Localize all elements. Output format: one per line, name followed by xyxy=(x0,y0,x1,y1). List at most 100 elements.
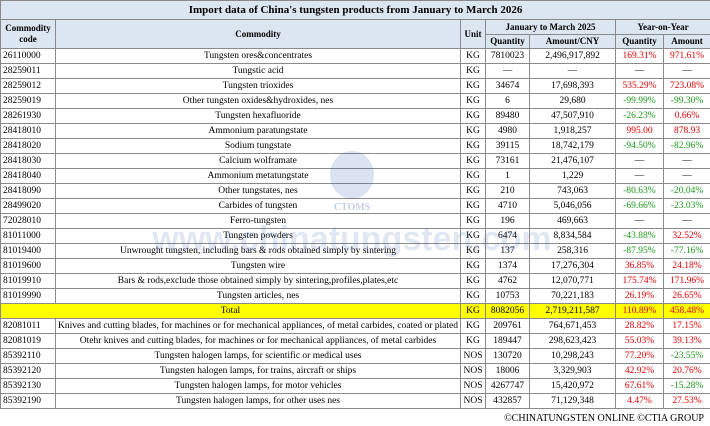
commodity: Tungsten halogen lamps, for scientific o… xyxy=(55,348,461,364)
table-row: 28418090 Other tungstates, nes KG 210 743,06… xyxy=(0,183,710,199)
amount: 469,663 xyxy=(529,213,616,229)
quantity: 432857 xyxy=(485,393,530,409)
header-unit: Unit xyxy=(460,19,486,49)
code: 81011000 xyxy=(0,228,56,244)
quantity: 189447 xyxy=(485,333,530,349)
table-row: 28418020 Sodium tungstate KG 39115 18,742,17… xyxy=(0,138,710,154)
unit: KG xyxy=(460,213,486,229)
yoy-quantity: 4.47% xyxy=(615,393,664,409)
unit: KG xyxy=(460,288,486,304)
table-row: 72028010 Ferro-tungsten KG 196 469,663— — xyxy=(0,213,710,229)
yoy-amount: — xyxy=(662,153,710,169)
yoy-quantity: 67.61% xyxy=(615,378,664,394)
quantity: 6474 xyxy=(485,228,530,244)
commodity: Calcium wolframate xyxy=(55,153,461,169)
amount: 18,742,179 xyxy=(529,138,616,154)
table-row: 82081019 Otehr knives and cutting blades,… xyxy=(0,333,710,349)
unit: KG xyxy=(460,123,486,139)
unit: NOS xyxy=(460,378,486,394)
quantity: 73161 xyxy=(485,153,530,169)
yoy-quantity: -43.88% xyxy=(615,228,664,244)
yoy-quantity: 110.89% xyxy=(615,303,664,319)
yoy-amount: 26.65% xyxy=(662,288,710,304)
yoy-quantity: 169.31% xyxy=(615,48,664,64)
yoy-amount: -82.96% xyxy=(662,138,710,154)
amount: 29,680 xyxy=(529,93,616,109)
unit: KG xyxy=(460,153,486,169)
code: 28418040 xyxy=(0,168,56,184)
yoy-amount: -23.03% xyxy=(662,198,710,214)
yoy-quantity: -99.99% xyxy=(615,93,664,109)
yoy-quantity: — xyxy=(615,153,664,169)
unit: KG xyxy=(460,273,486,289)
table-row: 28259019 Other tungsten oxides&hydroxides… xyxy=(0,93,710,109)
table-row: 28259012 Tungsten trioxides KG 34674 17,698,… xyxy=(0,78,710,94)
quantity: 34674 xyxy=(485,78,530,94)
import-table: Import data of China's tungsten products… xyxy=(0,0,710,409)
unit: KG xyxy=(460,183,486,199)
commodity: Other tungstates, nes xyxy=(55,183,461,199)
header-amount: Amount/CNY xyxy=(529,34,616,49)
amount: 21,476,107 xyxy=(529,153,616,169)
yoy-amount: 27.53% xyxy=(662,393,710,409)
yoy-amount: -77.16% xyxy=(662,243,710,259)
yoy-quantity: 42.92% xyxy=(615,363,664,379)
quantity: 137 xyxy=(485,243,530,259)
yoy-quantity: 175.74% xyxy=(615,273,664,289)
commodity: Ammonium paratungstate xyxy=(55,123,461,139)
commodity: Tungsten powders xyxy=(55,228,461,244)
code: 28418010 xyxy=(0,123,56,139)
table-title: Import data of China's tungsten products… xyxy=(0,0,710,20)
code: 72028010 xyxy=(0,213,56,229)
table-row: 81011000 Tungsten powders KG 6474 8,834,584-… xyxy=(0,228,710,244)
quantity: 6 xyxy=(485,93,530,109)
yoy-amount: — xyxy=(662,213,710,229)
unit: KG xyxy=(460,303,486,319)
table-row: 28259011 Tungstic acid KG — — — — xyxy=(0,63,710,79)
table-row: 28418030 Calcium wolframate KG 73161 21,476,… xyxy=(0,153,710,169)
yoy-quantity: 535.29% xyxy=(615,78,664,94)
total-row: Total KG 8082056 2,719,211,587 110.89% 458.48… xyxy=(0,303,710,319)
code: 26110000 xyxy=(0,48,56,64)
header-quantity: Quantity xyxy=(485,34,530,49)
unit: NOS xyxy=(460,348,486,364)
yoy-quantity: 28.82% xyxy=(615,318,664,334)
quantity: 210 xyxy=(485,183,530,199)
yoy-amount: — xyxy=(662,63,710,79)
yoy-quantity: — xyxy=(615,63,664,79)
quantity: 1 xyxy=(485,168,530,184)
commodity: Tungsten halogen lamps, for trains, airc… xyxy=(55,363,461,379)
unit: KG xyxy=(460,78,486,94)
amount: 298,623,423 xyxy=(529,333,616,349)
amount: 5,046,056 xyxy=(529,198,616,214)
quantity: 10753 xyxy=(485,288,530,304)
quantity: — xyxy=(485,63,530,79)
yoy-amount: 20.76% xyxy=(662,363,710,379)
code: 28259012 xyxy=(0,78,56,94)
total-label: Total xyxy=(0,303,461,319)
amount: 47,507,910 xyxy=(529,108,616,124)
code: 28418090 xyxy=(0,183,56,199)
commodity: Tungsten hexafluoride xyxy=(55,108,461,124)
quantity: 1374 xyxy=(485,258,530,274)
amount: 8,834,584 xyxy=(529,228,616,244)
code: 85392190 xyxy=(0,393,56,409)
unit: KG xyxy=(460,63,486,79)
commodity: Knives and cutting blades, for machines … xyxy=(55,318,461,334)
yoy-amount: 458.48% xyxy=(662,303,710,319)
unit: NOS xyxy=(460,393,486,409)
unit: KG xyxy=(460,228,486,244)
unit: KG xyxy=(460,258,486,274)
header-yoy-quantity: Quantity xyxy=(615,34,664,49)
unit: KG xyxy=(460,243,486,259)
quantity: 4762 xyxy=(485,273,530,289)
quantity: 39115 xyxy=(485,138,530,154)
commodity: Tungstic acid xyxy=(55,63,461,79)
quantity: 4267747 xyxy=(485,378,530,394)
table-row: 81019600 Tungsten wire KG 1374 17,276,304 36.… xyxy=(0,258,710,274)
commodity: Other tungsten oxides&hydroxides, nes xyxy=(55,93,461,109)
code: 85392120 xyxy=(0,363,56,379)
table-row: 85392110 Tungsten halogen lamps, for scie… xyxy=(0,348,710,364)
unit: KG xyxy=(460,138,486,154)
code: 85392130 xyxy=(0,378,56,394)
